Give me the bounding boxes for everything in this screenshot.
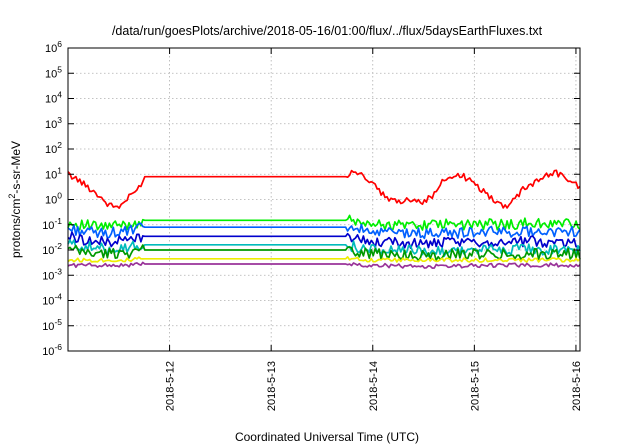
x-tick-label: 2018-5-14 xyxy=(368,361,380,411)
y-tick-label: 10-1 xyxy=(42,216,62,232)
series-line-3 xyxy=(67,222,581,240)
y-tick-label: 105 xyxy=(45,64,62,80)
y-tick-label: 104 xyxy=(45,90,62,106)
series-line-2 xyxy=(67,214,581,231)
grid xyxy=(68,48,580,351)
y-tick-label: 10-4 xyxy=(42,292,62,308)
y-tick-label: 10-2 xyxy=(42,241,62,257)
y-tick-label: 10-5 xyxy=(42,317,62,333)
y-tick-label: 10-3 xyxy=(42,266,62,282)
y-axis-label: protons/cm2-s-sr-MeV xyxy=(7,141,23,258)
y-tick-label: 103 xyxy=(45,115,62,131)
axis-ticks: 10-6 10-5 10-4 10-3 10-2 10-1 100 101 102 103 104 1… xyxy=(42,39,583,411)
series-line-6 xyxy=(67,244,581,262)
series-line-7 xyxy=(67,256,581,263)
y-axis-label-text: protons/cm2-s-sr-MeV xyxy=(7,141,23,258)
series-line-8 xyxy=(67,261,581,269)
y-tick-label: 102 xyxy=(45,140,62,156)
series-line-4 xyxy=(67,231,581,249)
x-tick-label: 2018-5-16 xyxy=(571,361,583,411)
x-axis-label: Coordinated Universal Time (UTC) xyxy=(235,430,419,444)
series-line-1 xyxy=(67,169,581,209)
series-line-5 xyxy=(67,239,581,258)
chart-title: /data/run/goesPlots/archive/2018-05-16/0… xyxy=(112,24,543,38)
y-tick-label: 100 xyxy=(45,191,62,207)
y-tick-label: 101 xyxy=(45,165,62,181)
y-tick-label: 10-6 xyxy=(42,342,62,358)
x-tick-label: 2018-5-15 xyxy=(469,361,481,411)
x-tick-label: 2018-5-12 xyxy=(165,361,177,411)
y-tick-label: 106 xyxy=(45,39,62,55)
x-tick-label: 2018-5-13 xyxy=(266,361,278,411)
series-group xyxy=(67,169,581,269)
